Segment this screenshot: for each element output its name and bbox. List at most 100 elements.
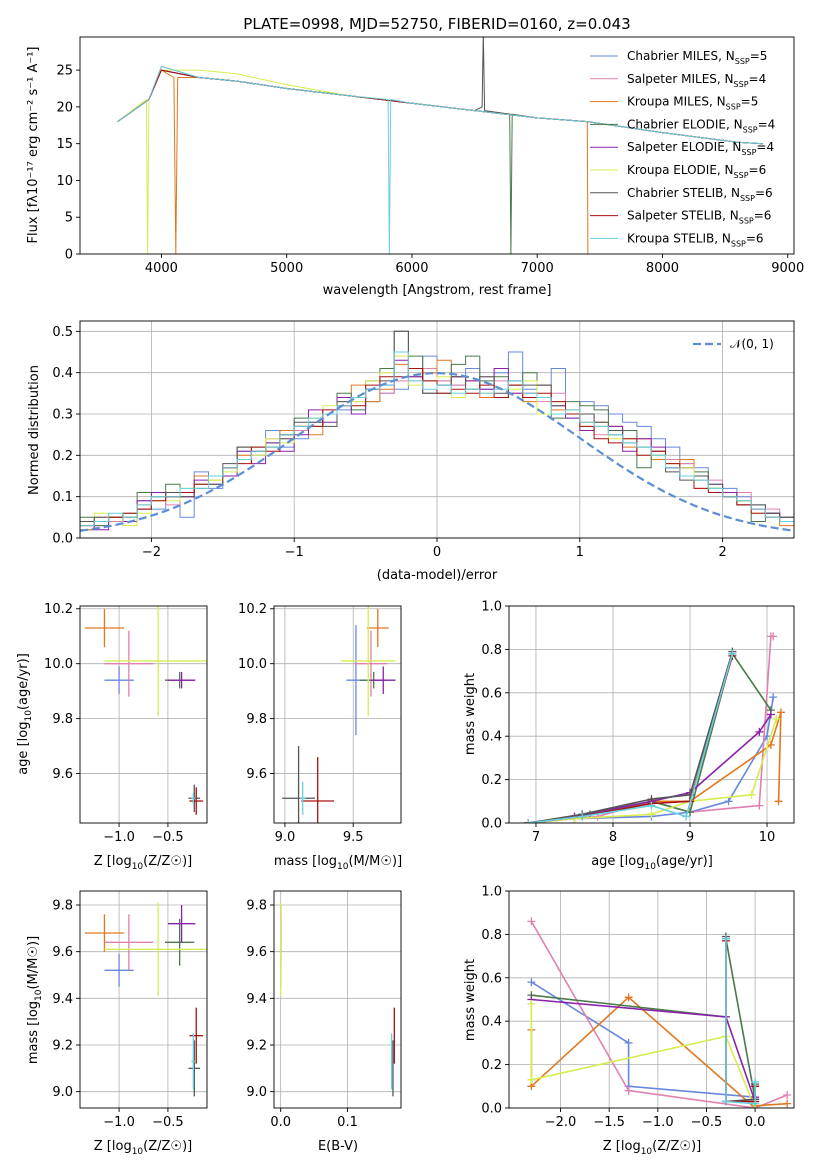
histogram-kroupa-stelib <box>80 351 794 538</box>
weight-line <box>528 651 734 823</box>
y-tick-label: 9.4 <box>52 992 73 1007</box>
weight-series-salpeter-stelib <box>524 651 737 823</box>
weight-marker <box>783 1099 792 1108</box>
y-tick-label: 9.2 <box>246 1039 267 1054</box>
y-tick-label: 10.2 <box>238 602 267 617</box>
data-point-kroupa-miles <box>84 608 124 648</box>
x-tick-label: −0.5 <box>691 1115 723 1130</box>
x-tick-label: 6000 <box>395 261 428 276</box>
data-point-chabrier-elodie <box>164 919 195 966</box>
weight-marker <box>783 1090 792 1099</box>
data-point-salpeter-elodie <box>167 671 196 689</box>
figure-title: PLATE=0998, MJD=52750, FIBERID=0160, z=0… <box>243 15 630 33</box>
weight-marker <box>721 1097 730 1106</box>
data-point-kroupa-miles <box>366 608 389 648</box>
data-point-salpeter-stelib <box>301 757 335 823</box>
x-tick-label: −2.0 <box>545 1115 577 1130</box>
axes-frame <box>79 605 208 824</box>
weight-marker <box>624 993 633 1002</box>
y-tick-label: 0.0 <box>52 532 73 547</box>
mass-weight-vs-z-panel: −2.0 −1.5 −1.0 −0.5 0.0 0.0 0.2 0.4 0.6 0.8 1.0 <box>481 885 795 1130</box>
weight-series-kroupa-stelib <box>721 934 760 1108</box>
legend-label: Kroupa ELODIE, NSSP=6 <box>627 163 766 180</box>
data-point-kroupa-stelib <box>299 781 306 815</box>
x-tick-label: −1.0 <box>642 1115 674 1130</box>
x-tick-label: −1.0 <box>103 1115 135 1130</box>
weight-marker <box>769 632 778 641</box>
mass-vs-z-panel-plot-area <box>80 891 207 1108</box>
weight-marker <box>776 708 785 717</box>
mass-weight-vs-age-panel-plot-area <box>509 606 794 823</box>
x-tick-label: 9.5 <box>343 830 364 845</box>
mass-vs-ebv-panel: 0.0 0.1 9.0 9.2 9.4 9.6 9.8 <box>246 890 402 1130</box>
y-tick-label: 9.6 <box>246 945 267 960</box>
weight-marker <box>624 1086 633 1095</box>
weight-series-kroupa-elodie <box>524 714 781 823</box>
axes-frame <box>508 890 795 1109</box>
weight-marker <box>751 1077 760 1086</box>
y-tick-label: 9.6 <box>246 767 267 782</box>
y-tick-label: 20 <box>56 100 73 115</box>
weight-marker <box>527 917 536 926</box>
y-tick-label: 10.0 <box>238 657 267 672</box>
weight-marker <box>624 1038 633 1047</box>
y-tick-label: 10.0 <box>44 657 73 672</box>
y-tick-label: 1.0 <box>481 600 502 615</box>
y-tick-label: 0.1 <box>52 490 73 505</box>
y-tick-label: 0.4 <box>52 366 73 381</box>
y-tick-label: 9.0 <box>52 1085 73 1100</box>
data-point-salpeter-miles <box>104 630 154 697</box>
weight-line <box>530 921 788 1108</box>
y-tick-label: 25 <box>56 64 73 79</box>
x-tick-label: 5000 <box>270 261 303 276</box>
mass-ebv-x-axis-label: E(B-V) <box>318 1139 358 1154</box>
weight-marker <box>524 819 533 823</box>
weight-line <box>528 635 774 823</box>
age-z-y-axis-label: age [log10(age/yr)] <box>16 653 34 775</box>
legend-label: 𝒩(0, 1) <box>730 337 774 351</box>
mass-z-x-axis-label: Z [log10(Z/Z☉)] <box>94 1139 192 1157</box>
x-tick-label: 0.1 <box>337 1115 358 1130</box>
legend-label: Chabrier ELODIE, NSSP=4 <box>627 117 775 134</box>
data-point-kroupa-stelib <box>191 792 196 804</box>
data-point-salpeter-miles <box>104 914 154 971</box>
age-mass-x-axis-label: mass [log10(M/M☉)] <box>274 854 402 872</box>
weight-series-salpeter-miles <box>524 632 778 823</box>
y-tick-label: 9.8 <box>246 899 267 914</box>
data-point-kroupa-elodie <box>340 606 396 716</box>
y-tick-label: 10.2 <box>44 602 73 617</box>
residual-panel: −2 −1 0 1 2 0.0 0.1 0.2 0.3 0.4 0.5 <box>52 320 795 560</box>
weight-marker <box>766 710 775 719</box>
data-point-kroupa-miles <box>84 914 124 952</box>
weight-age-y-axis-label: mass weight <box>463 673 478 755</box>
mass-weight-vs-z-panel-plot-area <box>509 891 794 1108</box>
weight-marker <box>647 810 656 819</box>
x-tick-label: 1 <box>576 545 584 560</box>
x-tick-label: −1.5 <box>593 1115 625 1130</box>
y-tick-label: 15 <box>56 137 73 152</box>
x-tick-label: 0 <box>433 545 441 560</box>
weight-line <box>528 655 734 823</box>
weight-marker <box>751 1099 760 1108</box>
mass-vs-ebv-panel-plot-area <box>274 891 401 1108</box>
mass-vs-z-panel: −1.0 −0.5 9.0 9.2 9.4 9.6 9.8 <box>52 890 208 1130</box>
x-tick-label: 8000 <box>646 261 679 276</box>
weight-marker <box>774 797 783 806</box>
x-tick-label: −0.5 <box>152 1115 184 1130</box>
y-tick-label: 9.8 <box>246 712 267 727</box>
weight-marker <box>578 812 587 821</box>
x-tick-label: −2 <box>142 545 161 560</box>
x-tick-label: 9.0 <box>275 830 296 845</box>
weight-marker <box>755 727 764 736</box>
data-point-salpeter-stelib <box>189 1007 204 1064</box>
data-point-kroupa-elodie <box>104 902 207 996</box>
x-tick-label: 7 <box>532 830 540 845</box>
age-vs-z-panel: −1.0 −0.5 9.6 9.8 10.0 10.2 <box>44 602 208 845</box>
legend-label: Salpeter ELODIE, NSSP=4 <box>627 140 774 157</box>
legend-label: Kroupa MILES, NSSP=5 <box>627 95 758 112</box>
y-tick-label: 9.8 <box>52 899 73 914</box>
y-tick-label: 0.6 <box>481 686 502 701</box>
y-tick-label: 9.8 <box>52 712 73 727</box>
y-tick-label: 9.4 <box>246 992 267 1007</box>
